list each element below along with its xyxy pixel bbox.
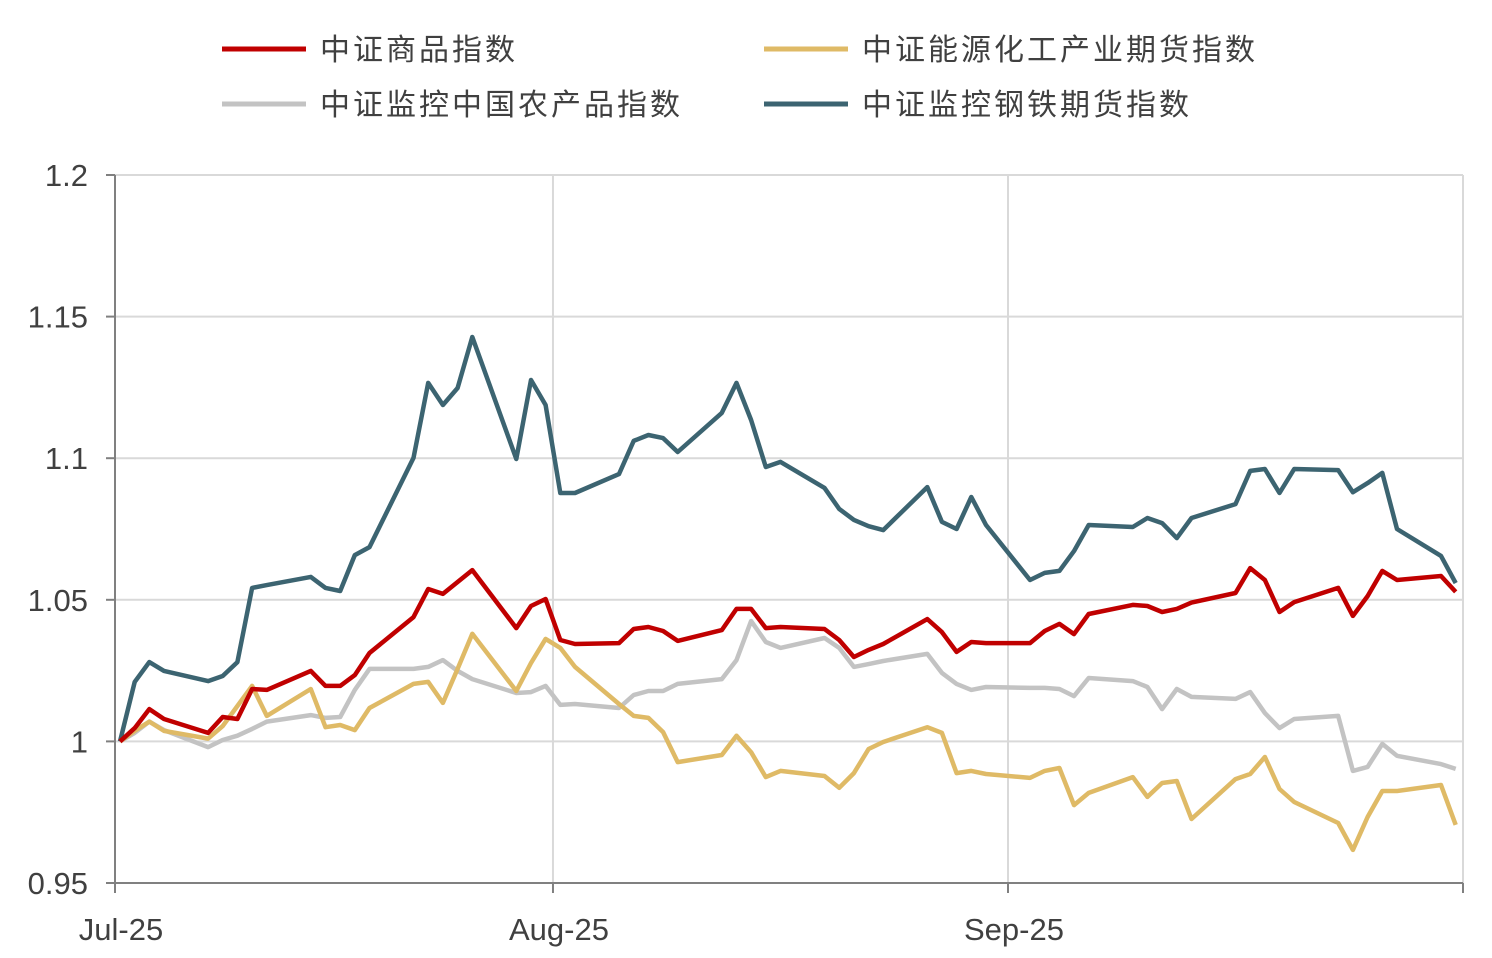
legend-label: 中证商品指数: [320, 33, 518, 68]
y-tick-label: 1.1: [45, 441, 88, 476]
series-line-0: [118, 565, 1458, 744]
series-line-1: [118, 631, 1458, 853]
y-tick-label: 1.2: [45, 158, 88, 193]
series-line-3: [117, 334, 1458, 742]
legend: 中证商品指数 中证能源化工产业期货指数 中证监控中国农产品指数 中证监控钢铁期货…: [222, 33, 1258, 123]
legend-item-3: 中证监控钢铁期货指数: [764, 88, 1192, 123]
x-tick-label: Jul-25: [79, 912, 163, 947]
y-tick-label: 1: [71, 724, 88, 759]
y-tick-label: 1.05: [28, 583, 88, 618]
legend-label: 中证监控中国农产品指数: [320, 88, 683, 123]
x-tick-label: Aug-25: [509, 912, 609, 947]
y-tick-label: 1.15: [28, 300, 88, 335]
gridlines: [115, 174, 1464, 883]
x-tick-label: Sep-25: [964, 912, 1064, 947]
y-tick-label: 0.95: [28, 866, 88, 901]
axes: [106, 174, 1464, 893]
tick-labels: 0.95 1 1.05 1.1 1.15 1.2 Jul-25 Aug-25 Sep-25: [28, 158, 1064, 947]
series-lines: [117, 334, 1458, 853]
legend-item-0: 中证商品指数: [222, 33, 518, 68]
legend-label: 中证能源化工产业期货指数: [862, 33, 1258, 68]
legend-item-1: 中证能源化工产业期货指数: [764, 33, 1258, 68]
legend-item-2: 中证监控中国农产品指数: [222, 88, 683, 123]
series-line-2: [118, 618, 1457, 774]
legend-label: 中证监控钢铁期货指数: [862, 88, 1192, 123]
